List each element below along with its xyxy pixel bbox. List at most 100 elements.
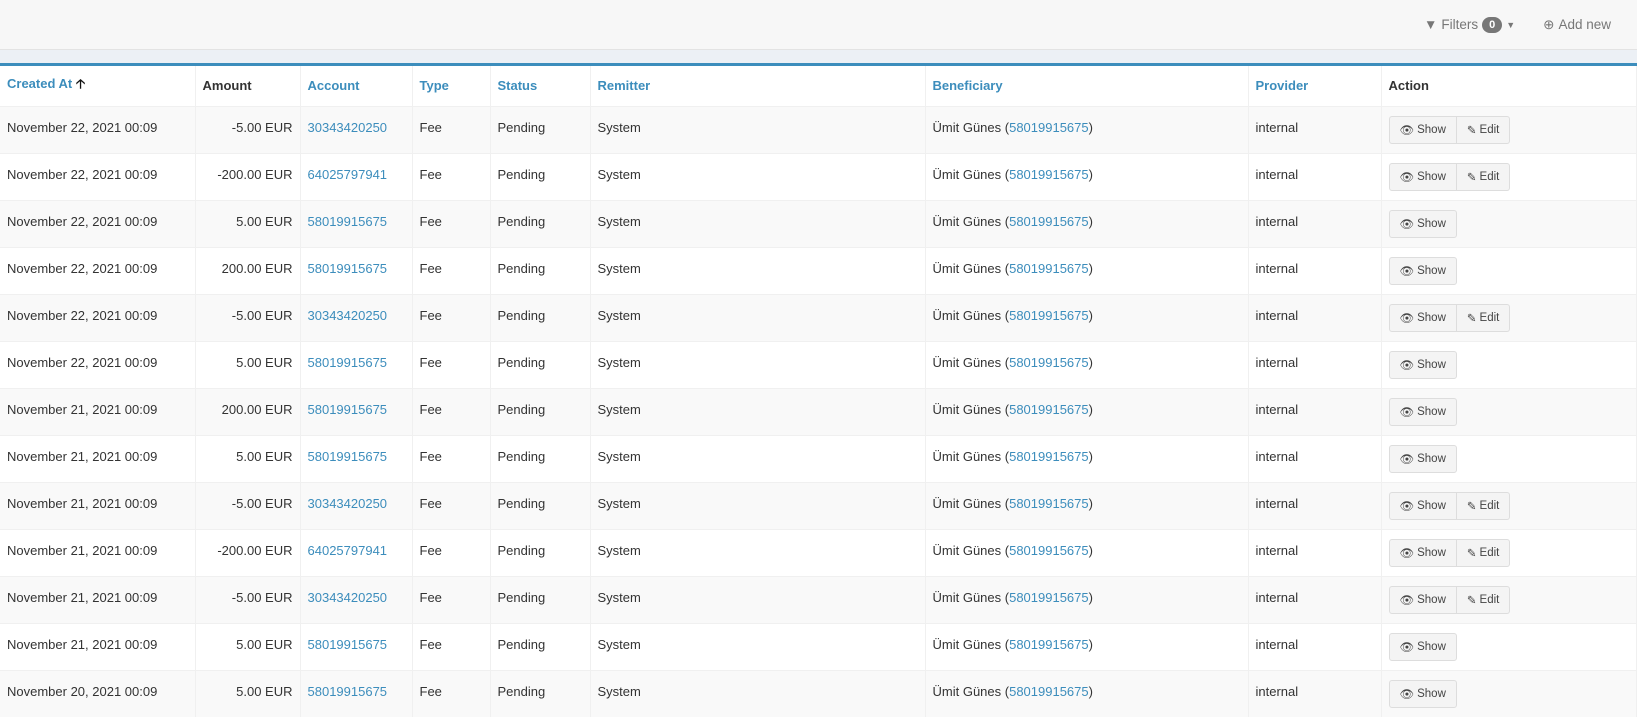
show-button[interactable]: 👁 Show (1388, 256, 1457, 285)
table-row: November 21, 2021 00:09 -200.00 EUR 6402… (0, 528, 1637, 576)
show-button[interactable]: 👁 Show (1388, 585, 1457, 614)
show-button[interactable]: 👁 Show (1388, 350, 1457, 379)
account-link[interactable]: 58019915675 (307, 260, 388, 276)
account-link[interactable]: 58019915675 (307, 448, 388, 464)
filters-dropdown[interactable]: ▼ Filters 0 ▼ (1424, 16, 1516, 33)
show-button[interactable]: 👁 Show (1388, 679, 1457, 708)
eye-icon: 👁 (1399, 547, 1415, 560)
beneficiary-account-link[interactable]: 58019915675 (1009, 213, 1089, 229)
account-link[interactable]: 64025797941 (307, 542, 388, 558)
beneficiary-account-link[interactable]: 58019915675 (1009, 683, 1089, 699)
type: Fee (412, 105, 491, 153)
edit-button[interactable]: ✎ Edit (1456, 115, 1511, 144)
remitter: System (590, 199, 926, 247)
remitter: System (590, 246, 926, 294)
provider: internal (1248, 105, 1382, 153)
column-created-at[interactable]: Created At 🡡 (0, 66, 196, 106)
amount: 5.00 EUR (195, 434, 301, 482)
remitter: System (590, 340, 926, 388)
beneficiary: Ümit Günes (58019915675) (925, 246, 1249, 294)
sort-ascending-icon: 🡡 (75, 75, 86, 91)
beneficiary-account-link[interactable]: 58019915675 (1009, 495, 1089, 511)
show-button[interactable]: 👁 Show (1388, 303, 1457, 332)
show-button[interactable]: 👁 Show (1388, 397, 1457, 426)
add-new-button[interactable]: ⊕ Add new (1543, 17, 1611, 33)
beneficiary-account-link[interactable]: 58019915675 (1009, 636, 1089, 652)
remitter: System (590, 481, 926, 529)
edit-button[interactable]: ✎ Edit (1456, 585, 1511, 614)
type: Fee (412, 340, 491, 388)
beneficiary-account-link[interactable]: 58019915675 (1009, 542, 1089, 558)
eye-icon: 👁 (1399, 312, 1415, 325)
eye-icon: 👁 (1399, 641, 1415, 654)
account-link[interactable]: 64025797941 (307, 166, 388, 182)
caret-down-icon: ▼ (1506, 19, 1516, 30)
remitter: System (590, 575, 926, 623)
status: Pending (490, 246, 591, 294)
amount: 5.00 EUR (195, 199, 301, 247)
show-button[interactable]: 👁 Show (1388, 491, 1457, 520)
account-link[interactable]: 58019915675 (307, 636, 388, 652)
beneficiary-account-link[interactable]: 58019915675 (1009, 166, 1089, 182)
beneficiary-account-link[interactable]: 58019915675 (1009, 119, 1089, 135)
show-button[interactable]: 👁 Show (1388, 115, 1457, 144)
account-link[interactable]: 30343420250 (307, 307, 388, 323)
action-buttons: 👁 Show (1388, 209, 1457, 238)
column-account[interactable]: Account (300, 66, 413, 106)
provider: internal (1248, 575, 1382, 623)
table-row: November 22, 2021 00:09 5.00 EUR 5801991… (0, 340, 1637, 388)
beneficiary-account-link[interactable]: 58019915675 (1009, 589, 1089, 605)
account-link[interactable]: 30343420250 (307, 495, 388, 511)
show-button[interactable]: 👁 Show (1388, 209, 1457, 238)
amount: -200.00 EUR (195, 528, 301, 576)
show-button[interactable]: 👁 Show (1388, 632, 1457, 661)
edit-button[interactable]: ✎ Edit (1456, 303, 1511, 332)
beneficiary-account-link[interactable]: 58019915675 (1009, 307, 1089, 323)
type: Fee (412, 199, 491, 247)
show-button[interactable]: 👁 Show (1388, 538, 1457, 567)
account-link[interactable]: 58019915675 (307, 683, 388, 699)
account-link[interactable]: 58019915675 (307, 354, 388, 370)
remitter: System (590, 528, 926, 576)
status: Pending (490, 481, 591, 529)
account-link[interactable]: 58019915675 (307, 401, 388, 417)
column-amount: Amount (195, 66, 301, 106)
column-remitter[interactable]: Remitter (590, 66, 926, 106)
provider: internal (1248, 669, 1382, 717)
account-link[interactable]: 30343420250 (307, 119, 388, 135)
eye-icon: 👁 (1399, 359, 1415, 372)
provider: internal (1248, 246, 1382, 294)
status: Pending (490, 669, 591, 717)
beneficiary-account-link[interactable]: 58019915675 (1009, 401, 1089, 417)
beneficiary-account-link[interactable]: 58019915675 (1009, 260, 1089, 276)
amount: -200.00 EUR (195, 152, 301, 200)
beneficiary-account-link[interactable]: 58019915675 (1009, 354, 1089, 370)
action-buttons: 👁 Show ✎ Edit (1388, 115, 1511, 144)
beneficiary: Ümit Günes (58019915675) (925, 152, 1249, 200)
edit-button[interactable]: ✎ Edit (1456, 162, 1511, 191)
beneficiary-account-link[interactable]: 58019915675 (1009, 448, 1089, 464)
status: Pending (490, 575, 591, 623)
provider: internal (1248, 528, 1382, 576)
action-buttons: 👁 Show (1388, 679, 1457, 708)
provider: internal (1248, 293, 1382, 341)
column-provider[interactable]: Provider (1248, 66, 1382, 106)
status: Pending (490, 105, 591, 153)
provider: internal (1248, 152, 1382, 200)
show-button[interactable]: 👁 Show (1388, 162, 1457, 191)
amount: 5.00 EUR (195, 669, 301, 717)
column-beneficiary[interactable]: Beneficiary (925, 66, 1249, 106)
eye-icon: 👁 (1399, 500, 1415, 513)
edit-button[interactable]: ✎ Edit (1456, 538, 1511, 567)
account-link[interactable]: 58019915675 (307, 213, 388, 229)
created-at: November 21, 2021 00:09 (0, 387, 196, 435)
edit-icon: ✎ (1466, 547, 1477, 560)
account-link[interactable]: 30343420250 (307, 589, 388, 605)
show-button[interactable]: 👁 Show (1388, 444, 1457, 473)
amount: -5.00 EUR (195, 105, 301, 153)
action-buttons: 👁 Show (1388, 444, 1457, 473)
column-status[interactable]: Status (490, 66, 591, 106)
edit-button[interactable]: ✎ Edit (1456, 491, 1511, 520)
column-type[interactable]: Type (412, 66, 491, 106)
type: Fee (412, 575, 491, 623)
